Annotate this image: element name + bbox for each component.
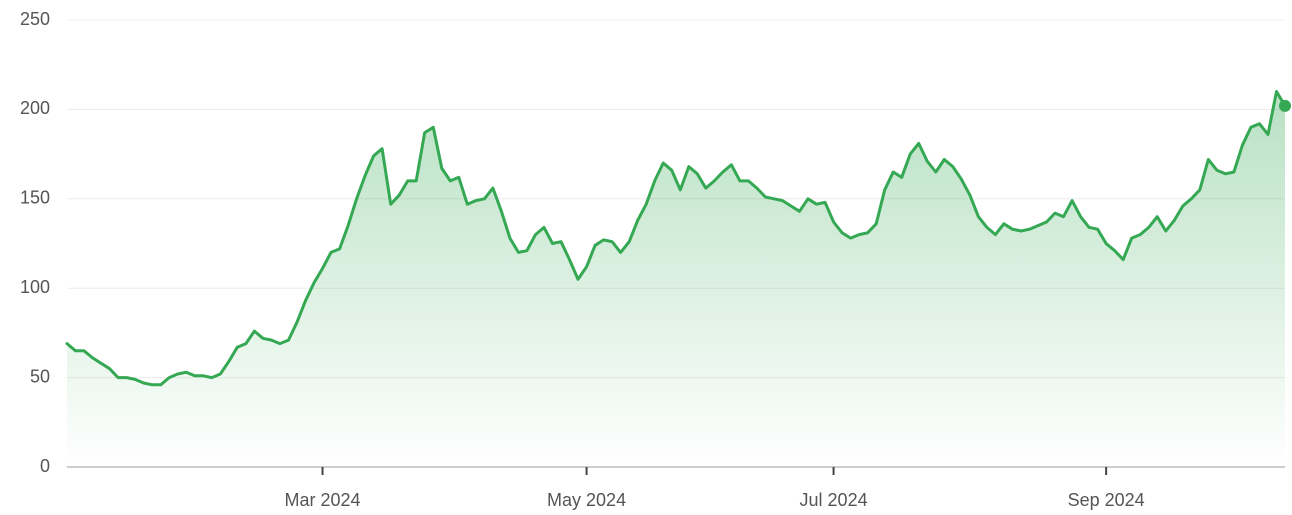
x-tick-label: Sep 2024 xyxy=(1068,490,1145,510)
x-tick-label: May 2024 xyxy=(547,490,626,510)
last-point xyxy=(1279,99,1291,112)
y-tick-label: 0 xyxy=(40,456,50,476)
y-tick-label: 200 xyxy=(20,98,50,118)
price-line xyxy=(65,90,1287,387)
x-tick-label: Mar 2024 xyxy=(285,490,361,510)
area-fill xyxy=(67,91,1285,467)
x-tick-label: Jul 2024 xyxy=(800,490,868,510)
y-tick-label: 100 xyxy=(20,277,50,297)
y-tick-label: 150 xyxy=(20,188,50,208)
y-tick-label: 250 xyxy=(20,9,50,29)
y-tick-label: 50 xyxy=(30,366,50,386)
